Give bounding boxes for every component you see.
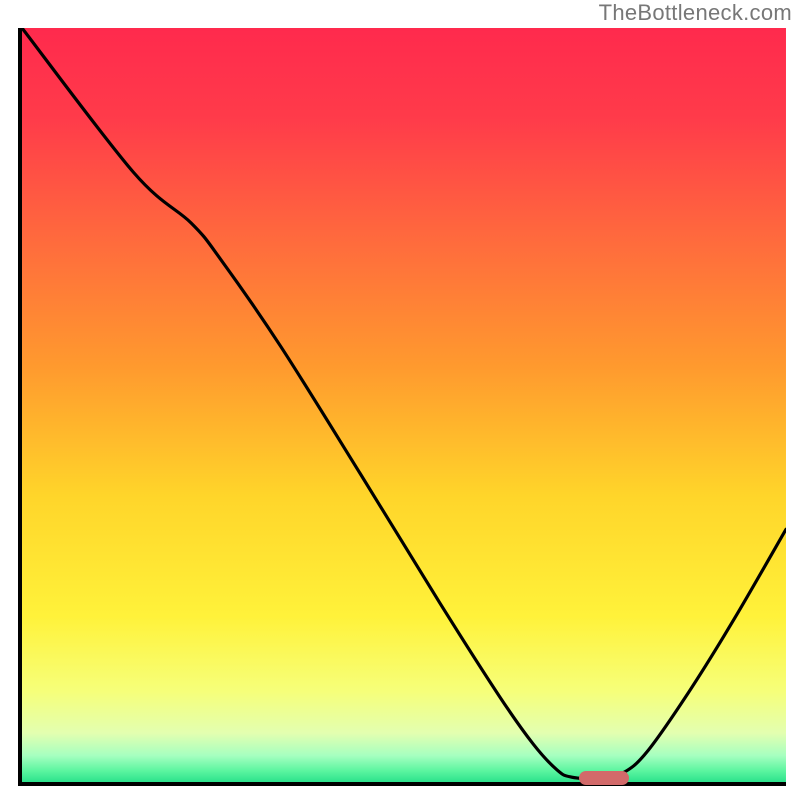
- optimum-marker: [579, 771, 629, 785]
- watermark-text: TheBottleneck.com: [599, 0, 792, 26]
- bottleneck-curve: [22, 28, 786, 782]
- plot-area: [18, 28, 786, 786]
